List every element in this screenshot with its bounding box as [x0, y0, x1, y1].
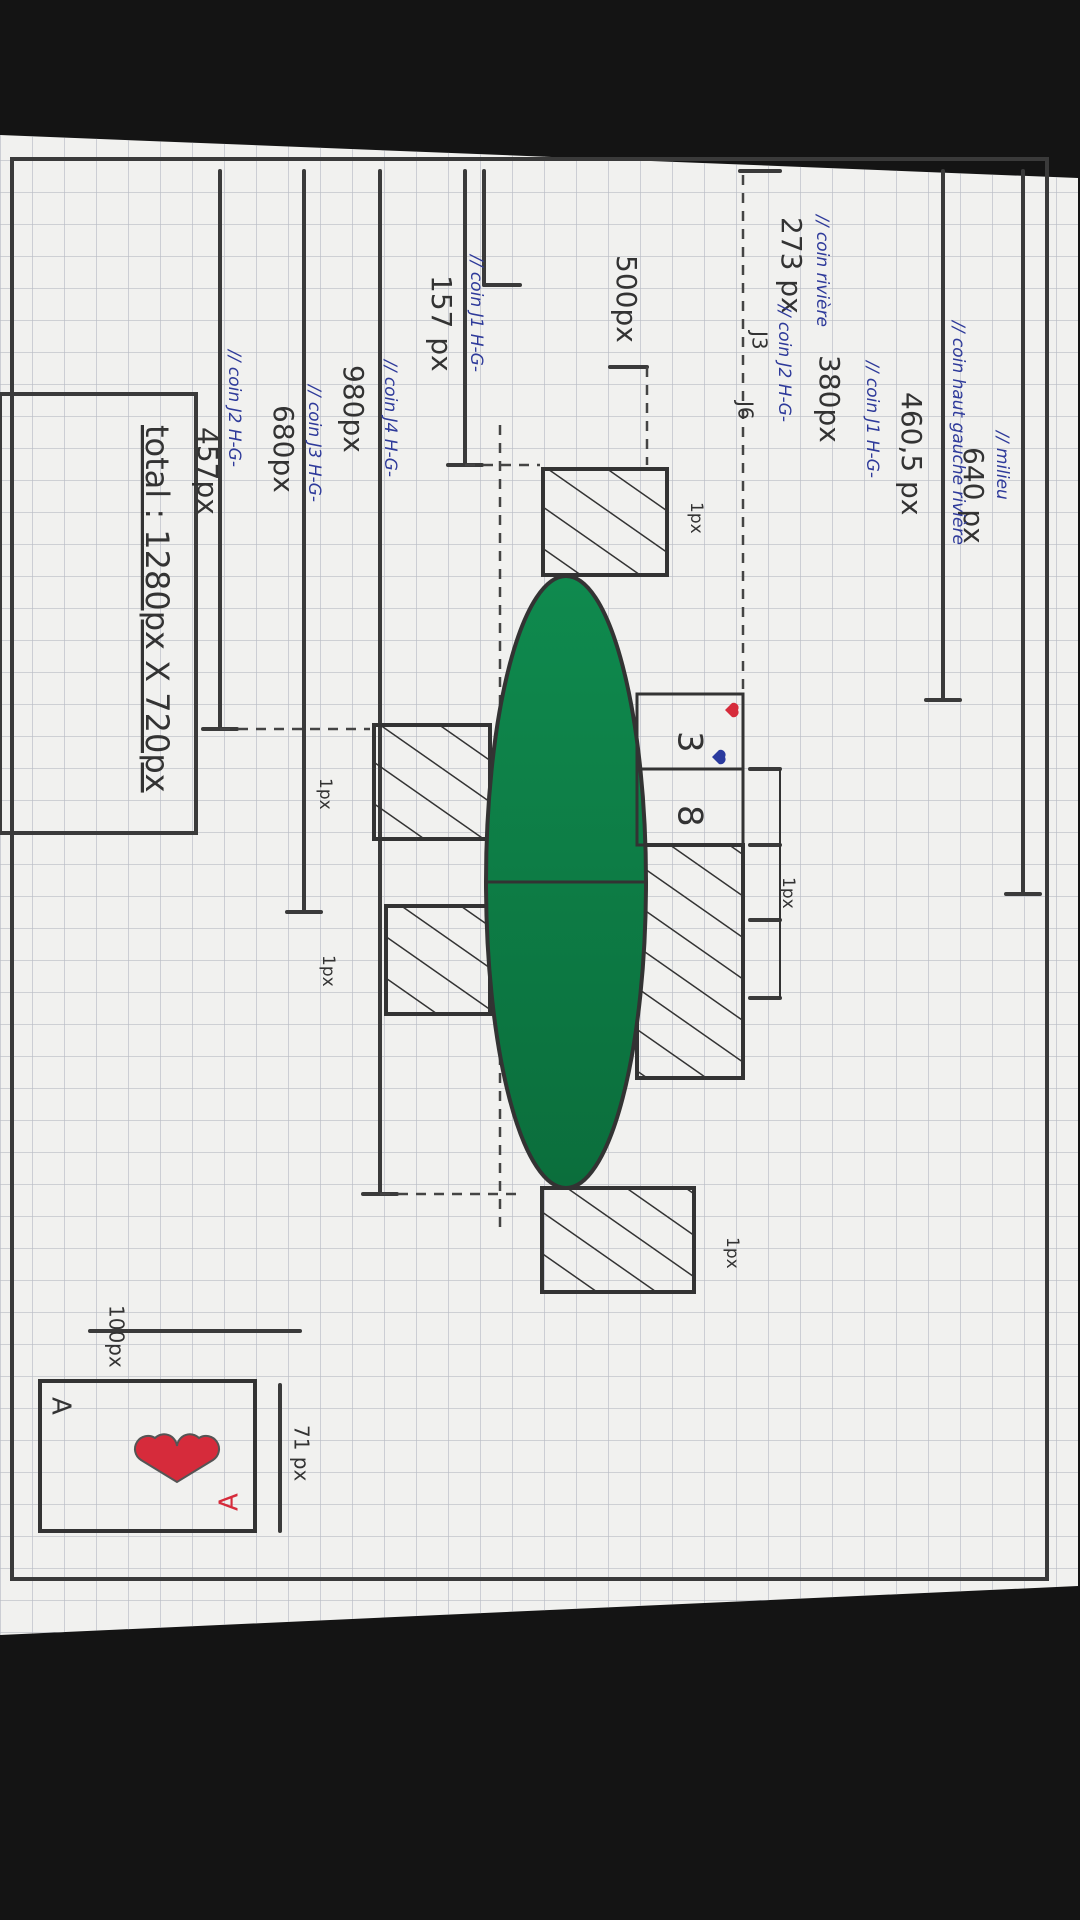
- note-label: // coin J2 H-G-: [774, 303, 794, 422]
- card-heart: [134, 1433, 220, 1484]
- gap-label: 1px: [315, 778, 335, 810]
- note-label: // coin J2 H-G-: [224, 348, 244, 467]
- player-correction: J6: [734, 399, 758, 420]
- gap-label: 1px: [722, 1237, 742, 1269]
- card-width-label: 100px: [105, 1305, 129, 1368]
- seats: [372, 467, 745, 1294]
- dimension-lines: [88, 169, 1042, 1533]
- note-value: 273 px: [775, 217, 808, 314]
- note-value: 460,5 px: [895, 392, 928, 515]
- note-label: // coin J1 H-G-: [862, 359, 882, 478]
- gap-label: 1px: [778, 877, 798, 909]
- note-label: // coin J3 H-G-: [304, 383, 324, 502]
- note-label: // coin J1 H-G-: [466, 253, 486, 372]
- card-height-label: 71 px: [290, 1425, 314, 1482]
- total-box: [0, 392, 198, 835]
- gap-label: 1px: [686, 502, 706, 534]
- card-outline: [38, 1379, 257, 1533]
- note-value: 980px: [337, 365, 370, 453]
- note-label: // coin rivière: [812, 213, 832, 327]
- note-value: 680px: [267, 405, 300, 493]
- player-correction: J3: [748, 329, 772, 350]
- note-label: // coin haut gauche rivière: [948, 319, 968, 545]
- note-value: 157 px: [425, 275, 458, 372]
- river-card: 8: [670, 805, 710, 827]
- note-value: 457px: [191, 427, 224, 515]
- total-size: total : 1280px X 720px: [138, 425, 176, 793]
- river-card: 3: [670, 731, 710, 753]
- note-label: // milieu: [992, 429, 1012, 500]
- card-rank: A: [215, 1493, 245, 1511]
- note-value: 500px: [610, 255, 643, 343]
- river-ticks: [748, 767, 782, 1000]
- gap-label: 1px: [318, 955, 338, 987]
- note-value: 380px: [813, 355, 846, 443]
- note-value: 640 px: [957, 447, 990, 544]
- screen-frame: [10, 157, 1049, 1581]
- card-rank: A: [46, 1397, 76, 1415]
- note-label: // coin J4 H-G-: [380, 358, 400, 477]
